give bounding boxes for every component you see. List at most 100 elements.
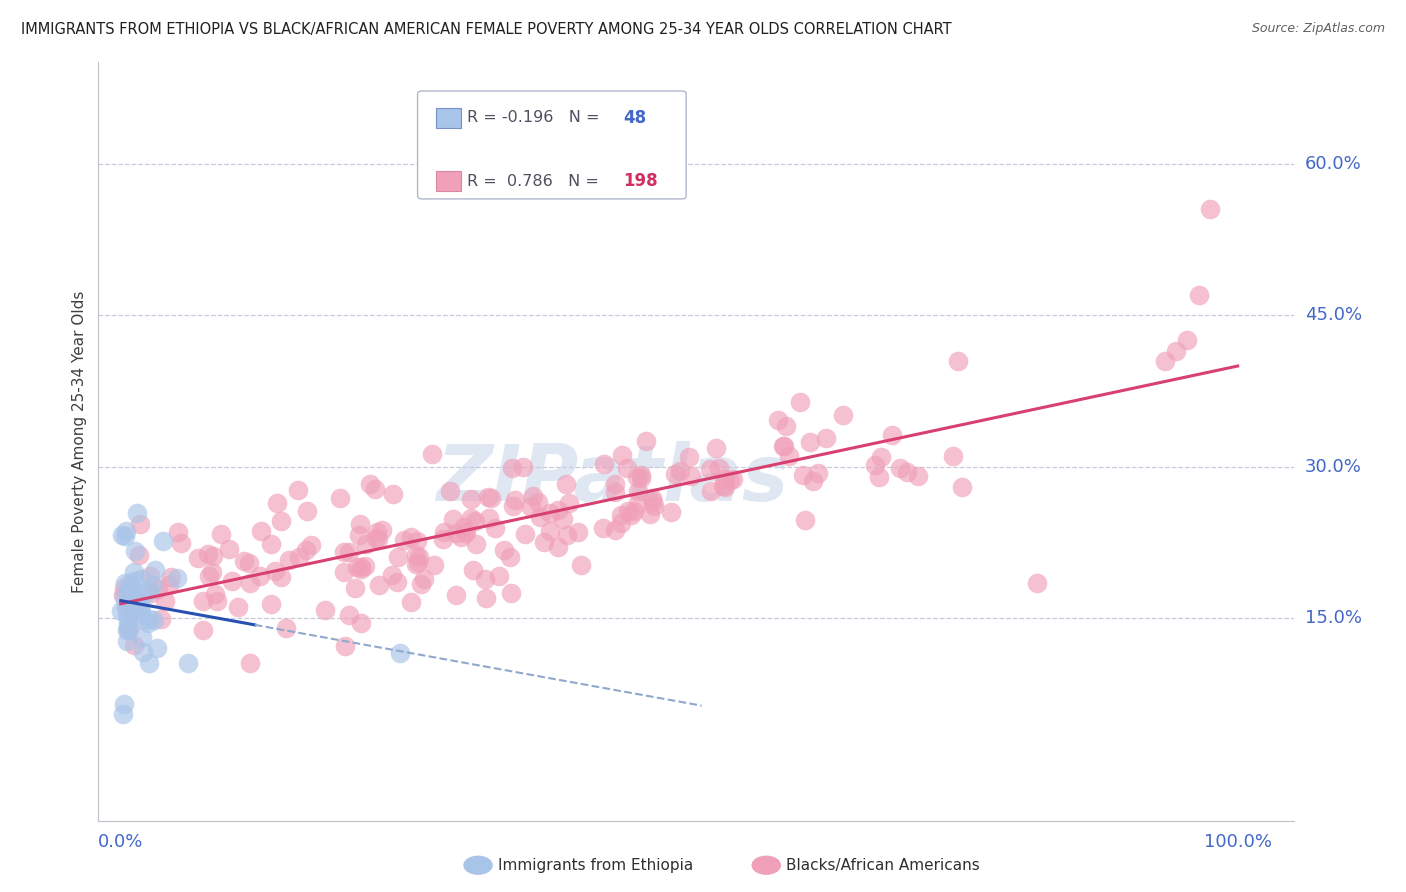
Point [115, 607, 138, 621]
Point [381, 486, 404, 500]
Point [121, 599, 143, 614]
Point [115, 599, 138, 613]
Point [260, 537, 283, 551]
Point [193, 624, 215, 638]
Point [778, 450, 800, 464]
Point [464, 514, 486, 528]
Point [547, 540, 569, 554]
Text: 15.0%: 15.0% [1305, 609, 1361, 627]
Point [233, 554, 256, 568]
Text: 198: 198 [623, 172, 658, 190]
Text: 30.0%: 30.0% [1305, 458, 1361, 475]
Point [775, 419, 797, 434]
Point [138, 584, 160, 599]
Point [605, 485, 627, 500]
Point [127, 601, 149, 615]
Point [538, 506, 561, 520]
Point [138, 612, 160, 626]
Point [381, 567, 404, 582]
Point [610, 508, 633, 522]
Point [678, 450, 700, 464]
Point [198, 569, 221, 583]
Point [238, 556, 260, 570]
Point [385, 574, 408, 589]
Point [112, 589, 135, 603]
Point [1166, 343, 1188, 358]
Point [332, 545, 354, 559]
Point [714, 480, 737, 494]
Point [815, 431, 838, 445]
Point [207, 594, 229, 608]
Point [142, 578, 165, 592]
Point [773, 439, 796, 453]
Point [880, 428, 903, 442]
Point [266, 496, 288, 510]
Point [270, 514, 292, 528]
Point [364, 531, 387, 545]
Point [115, 600, 138, 615]
Point [131, 572, 153, 586]
Point [638, 508, 661, 522]
Point [513, 526, 536, 541]
Point [869, 450, 891, 464]
Point [603, 523, 626, 537]
Point [392, 533, 415, 547]
Point [366, 524, 388, 539]
Point [117, 585, 139, 599]
Point [630, 467, 652, 482]
Point [792, 468, 814, 483]
Point [627, 496, 650, 510]
Point [512, 459, 534, 474]
Point [114, 581, 136, 595]
Point [623, 503, 645, 517]
Point [347, 528, 370, 542]
Point [408, 549, 430, 564]
Point [131, 630, 153, 644]
Point [793, 513, 815, 527]
Point [125, 593, 148, 607]
Point [274, 621, 297, 635]
Point [803, 474, 825, 488]
Point [138, 569, 160, 583]
Point [503, 492, 526, 507]
Point [1187, 288, 1209, 302]
Point [477, 490, 499, 504]
Point [367, 533, 389, 547]
Point [453, 525, 475, 540]
Point [129, 598, 152, 612]
Point [221, 574, 243, 588]
Point [863, 458, 886, 473]
Point [405, 558, 427, 572]
Point [350, 560, 373, 574]
Point [159, 570, 181, 584]
Point [167, 524, 190, 539]
Point [454, 524, 477, 539]
Text: 45.0%: 45.0% [1305, 306, 1362, 324]
Point [146, 640, 169, 655]
Point [371, 523, 394, 537]
Point [354, 537, 377, 551]
Point [405, 548, 427, 562]
Point [138, 656, 160, 670]
Point [204, 586, 226, 600]
Text: 100.0%: 100.0% [1204, 833, 1271, 851]
Point [122, 603, 145, 617]
Point [368, 578, 391, 592]
Point [201, 549, 224, 563]
Point [593, 457, 616, 471]
Point [617, 504, 640, 518]
Point [115, 623, 138, 637]
Point [832, 408, 855, 422]
Point [115, 524, 138, 538]
Point [118, 622, 141, 636]
Point [132, 645, 155, 659]
Point [643, 499, 665, 513]
Point [460, 511, 482, 525]
Point [501, 586, 523, 600]
Point [641, 495, 664, 509]
Point [209, 527, 232, 541]
Point [453, 520, 475, 534]
Point [166, 571, 188, 585]
Point [1025, 576, 1047, 591]
Point [250, 524, 273, 538]
